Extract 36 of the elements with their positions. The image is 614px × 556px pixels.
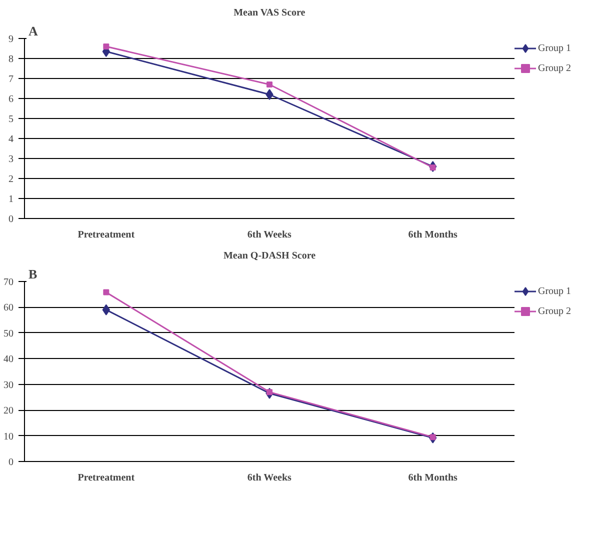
y-tick-label: 20 xyxy=(4,406,14,417)
y-tick-label: 30 xyxy=(4,380,14,391)
y-tick-label: 0 xyxy=(8,214,14,225)
y-tick-label: 70 xyxy=(4,277,14,288)
y-tick-label: 9 xyxy=(8,34,14,45)
y-tick-label: 40 xyxy=(4,354,14,366)
y-tick-label: 4 xyxy=(8,134,14,145)
x-tick-label: Pretreatment xyxy=(78,230,136,240)
chart-title: Mean VAS Score xyxy=(234,8,306,18)
y-tick-label: 8 xyxy=(8,54,14,65)
y-tick-label: 10 xyxy=(4,431,14,442)
y-tick-label: 5 xyxy=(8,114,14,125)
annotation: B xyxy=(28,266,38,282)
point xyxy=(266,89,274,100)
y-tick-label: 50 xyxy=(4,328,14,340)
x-tick-label: 6th Months xyxy=(408,230,458,240)
annotation: A xyxy=(28,24,38,38)
legend-label: Group 1 xyxy=(538,42,572,54)
legend-label: Group 1 xyxy=(538,286,572,296)
point xyxy=(266,82,272,88)
legend-label: Group 2 xyxy=(538,306,572,316)
y-tick-label: 1 xyxy=(8,194,14,205)
x-tick-label: 6th Months xyxy=(408,472,458,484)
y-tick-label: 2 xyxy=(8,174,14,185)
point xyxy=(103,289,110,296)
y-tick-label: 7 xyxy=(8,74,14,85)
y-tick-label: 60 xyxy=(4,302,14,314)
legend-label: Group 2 xyxy=(538,62,572,74)
y-tick-label: 3 xyxy=(8,154,14,165)
point xyxy=(103,44,110,50)
y-tick-label: 6 xyxy=(8,94,14,105)
chart-title: Mean Q-DASH Score xyxy=(223,250,316,262)
x-tick-label: 6th Weeks xyxy=(247,472,292,484)
y-tick-label: 0 xyxy=(8,457,14,468)
x-tick-label: 6th Weeks xyxy=(247,230,292,240)
x-tick-label: Pretreatment xyxy=(78,472,136,484)
